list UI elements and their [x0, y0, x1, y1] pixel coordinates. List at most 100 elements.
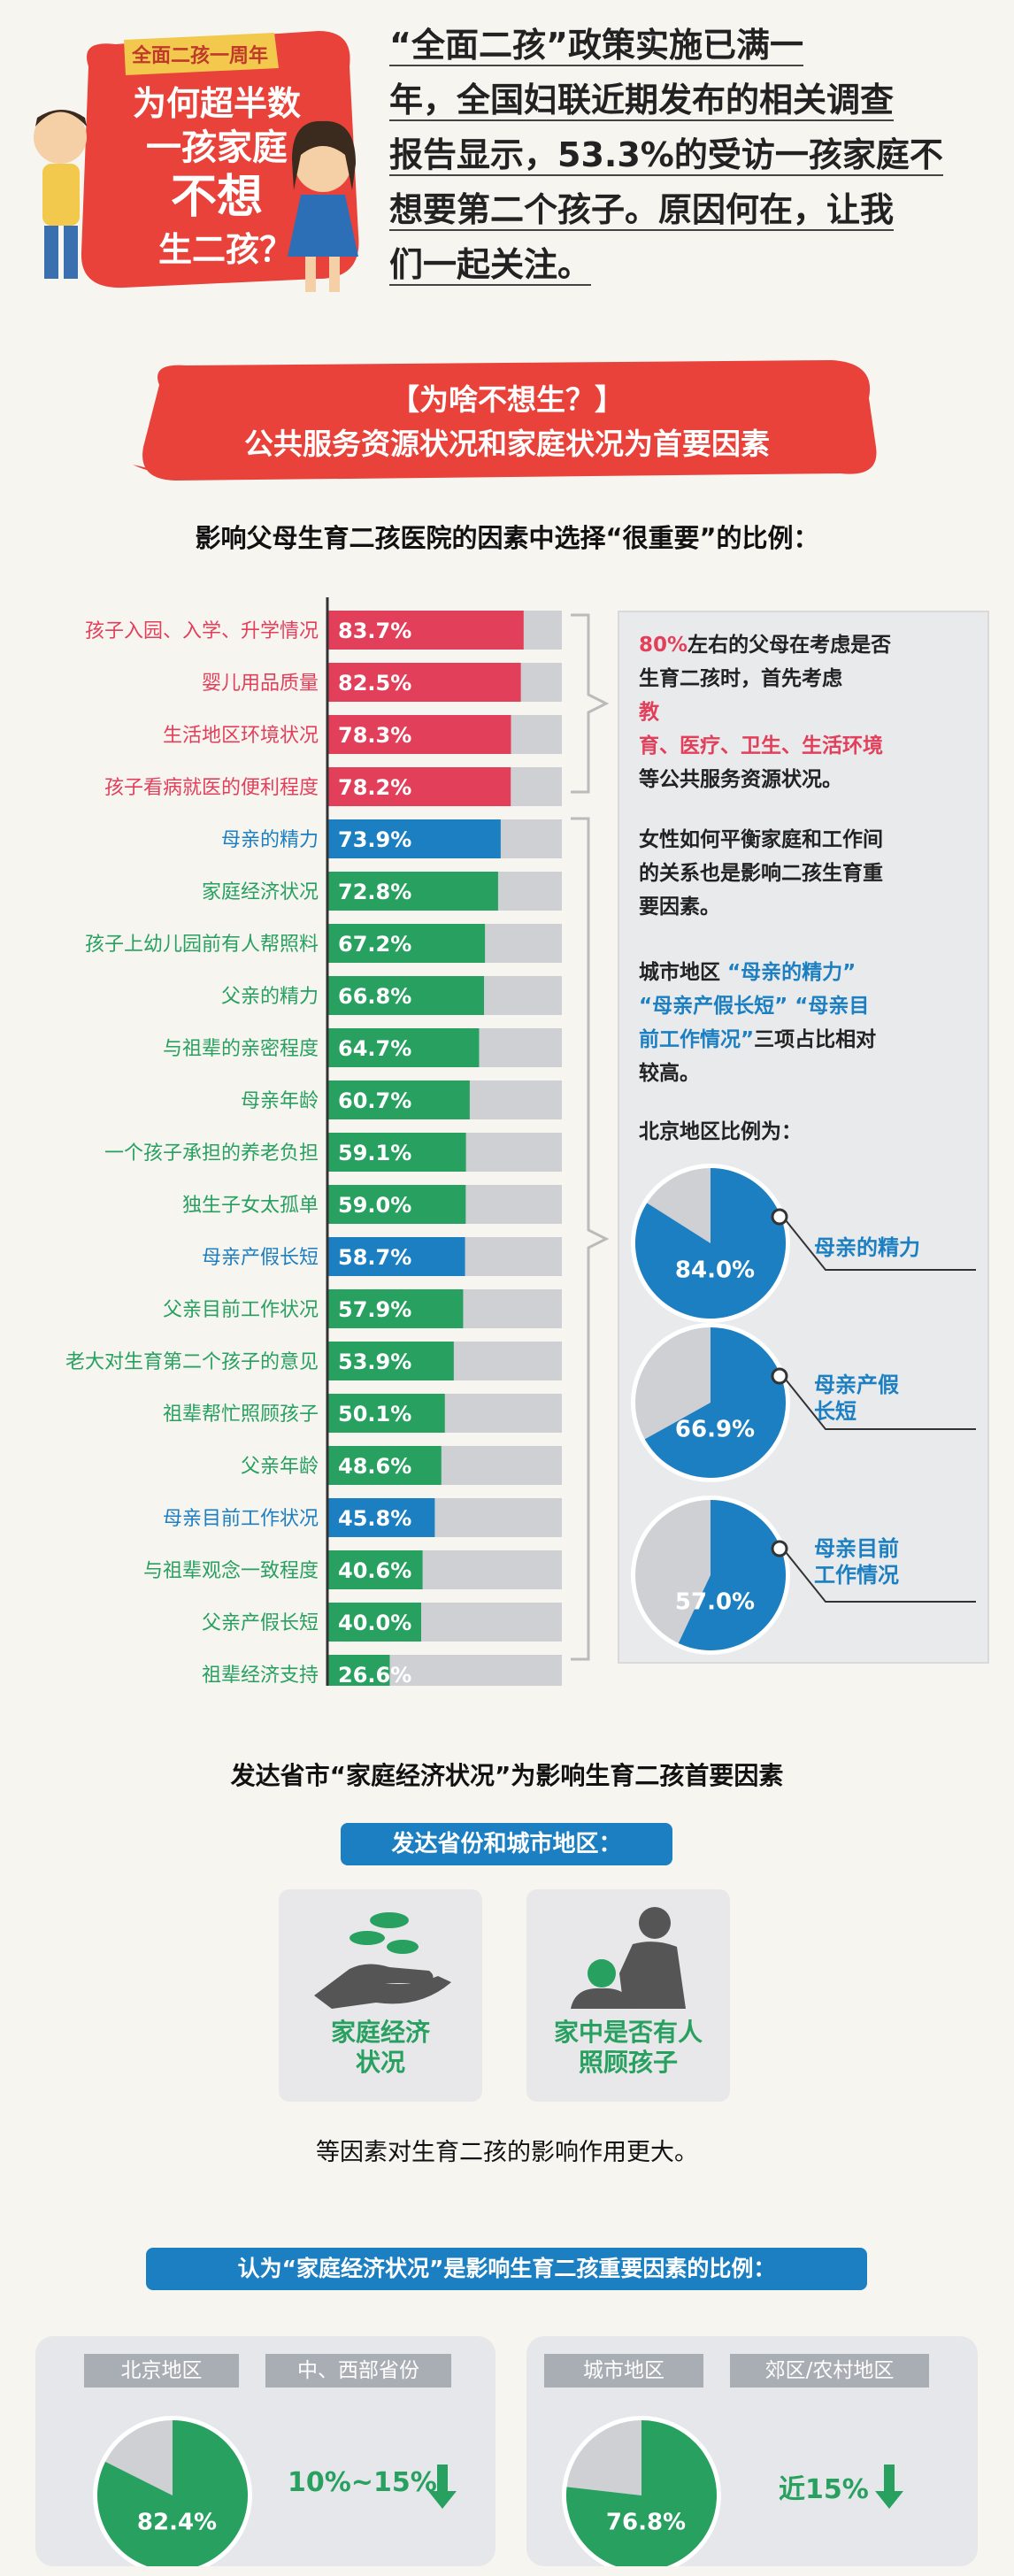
category-label: 老大对生育第二个孩子的意见 [65, 1351, 319, 1373]
bar [327, 767, 511, 806]
tab-central-west: 中、西部省份 [265, 2354, 451, 2388]
bar [327, 1185, 466, 1224]
bar-value-label: 64.7% [338, 1036, 411, 1061]
pie-1-label: 母亲的精力 [814, 1235, 920, 1260]
pie-slice [678, 1500, 786, 1650]
category-label: 父亲目前工作状况 [163, 1299, 319, 1321]
tab-urban: 城市地区 [544, 2354, 703, 2388]
category-label: 独生子女太孤单 [182, 1195, 319, 1217]
bar-value-label: 57.9% [338, 1297, 411, 1322]
bar-value-label: 59.0% [338, 1193, 411, 1218]
brace-red [571, 613, 610, 794]
bar [327, 1550, 423, 1589]
header-logo: 全面二孩一周年 为何超半数 一孩家庭 不想 生二孩？ [34, 31, 359, 292]
logo-line-4: 生二孩？ [158, 230, 293, 269]
bar [327, 611, 524, 650]
section2-title: 发达省市“家庭经济状况”为影响生育二孩首要因素 [230, 1761, 784, 1790]
economy-pie-charts: 82.4% 76.8% [93, 2416, 721, 2566]
bar-value-label: 26.6% [338, 1663, 411, 1686]
category-label: 母亲年龄 [241, 1090, 319, 1112]
beijing-pie-3: 57.0% [631, 1496, 790, 1655]
bar [327, 1133, 466, 1172]
bar [327, 1603, 421, 1642]
pie-value-label: 66.9% [675, 1416, 755, 1442]
category-label: 父亲年龄 [241, 1456, 319, 1478]
logo-line-2: 一孩家庭 [146, 127, 288, 168]
bar-value-label: 72.8% [338, 880, 411, 904]
highlight-80-percent: 80% [639, 634, 688, 657]
pie-value-label: 84.0% [675, 1257, 755, 1283]
beijing-pie-2: 66.9% [631, 1323, 790, 1482]
bar-value-label: 67.2% [338, 932, 411, 957]
banner-shape [133, 360, 877, 481]
factor-bar-chart: 83.7% 孩子入园、入学、升学情况 82.5% 婴儿用品质量 78.3% 生活地区环境状… [65, 597, 562, 1686]
pie-value-label: 76.8% [606, 2509, 686, 2535]
beijing-pie-1: 84.0% [631, 1164, 790, 1323]
urban-economy-pie: 76.8% [562, 2416, 721, 2566]
bar [327, 819, 501, 858]
pointer-line [785, 1551, 976, 1603]
bar-value-label: 59.1% [338, 1141, 411, 1165]
intro-line-2: 年，全国妇联近期发布的相关调查 [389, 81, 895, 121]
beijing-pie-charts: 84.0% 66.9% 57.0% [631, 1164, 976, 1655]
bar-value-label: 58.7% [338, 1245, 411, 1270]
diff-right-text: 近15% [779, 2474, 869, 2505]
bar-value-label: 53.9% [338, 1350, 411, 1374]
bar-value-label: 60.7% [338, 1088, 411, 1113]
bar [327, 1289, 464, 1328]
pointer-dot [771, 1540, 788, 1557]
bar [327, 924, 486, 963]
category-label: 婴儿用品质量 [202, 673, 319, 695]
economy-icon-label: 家庭经济 状况 [330, 2018, 430, 2077]
category-label: 与祖辈的亲密程度 [163, 1038, 319, 1060]
pointer-line [785, 1379, 976, 1430]
logo-ribbon-text: 全面二孩一周年 [131, 44, 268, 67]
tab-beijing: 北京地区 [84, 2354, 239, 2388]
beijing-economy-pie: 82.4% [93, 2416, 252, 2566]
bar [327, 715, 511, 754]
intro-line-5: 们一起关注。 [389, 245, 592, 286]
intro-line-4: 想要第二个孩子。原因何在，让我 [389, 190, 895, 231]
category-label: 祖辈帮忙照顾孩子 [163, 1403, 319, 1426]
pie-slice [97, 2420, 248, 2566]
brace-blue [571, 817, 610, 1661]
category-label: 母亲的精力 [221, 829, 319, 851]
bar [327, 1342, 454, 1380]
bar-value-label: 66.8% [338, 984, 411, 1009]
category-label: 家庭经济状况 [202, 881, 319, 904]
category-label: 母亲产假长短 [202, 1247, 319, 1269]
bar [327, 1446, 442, 1485]
pie-slice [644, 1327, 786, 1478]
coins-hand-icon [314, 1912, 451, 2009]
bar-value-label: 83.7% [338, 619, 411, 643]
bar-value-label: 45.8% [338, 1506, 411, 1531]
section1-title: 影响父母生育二孩医院的因素中选择“很重要”的比例： [195, 523, 819, 553]
banner-line-2: 公共服务资源状况和家庭状况为首要因素 [244, 427, 770, 461]
category-label: 祖辈经济支持 [202, 1665, 319, 1686]
bar [327, 1237, 465, 1276]
bar [327, 1498, 435, 1537]
bar-value-label: 48.6% [338, 1454, 411, 1479]
intro-line-3: 报告显示，53.3%的受访一孩家庭不 [389, 135, 943, 176]
bar [327, 1394, 445, 1433]
bar-value-label: 40.0% [338, 1611, 411, 1635]
category-label: 生活地区环境状况 [163, 725, 319, 747]
diff-left-text: 10%~15% [288, 2467, 437, 2498]
category-label: 母亲目前工作状况 [163, 1508, 319, 1530]
down-arrow-icon [428, 2465, 457, 2509]
intro-line-1: “全面二孩”政策实施已满一 [389, 26, 803, 66]
boy-illustration [34, 110, 87, 279]
bar-value-label: 50.1% [338, 1402, 411, 1426]
bar-value-label: 78.2% [338, 775, 411, 800]
pointer-dot [771, 1367, 788, 1385]
pie-slice [566, 2420, 717, 2566]
section2-note: 等因素对生育二孩的影响作用更大。 [316, 2139, 698, 2166]
section-banner: 【为啥不想生？】 公共服务资源状况和家庭状况为首要因素 [133, 358, 881, 482]
banner-line-1: 【为啥不想生？】 [390, 382, 624, 417]
pie-3-label: 母亲目前 工作情况 [814, 1536, 899, 1588]
pie-value-label: 57.0% [675, 1588, 755, 1615]
panel-paragraph-3: 城市地区 “母亲的精力” “母亲产假长短” “母亲目 前工作情况”三项占比相对 … [639, 961, 877, 1085]
logo-line-3: 不想 [171, 171, 263, 224]
bar-value-label: 82.5% [338, 671, 411, 696]
bar [327, 1080, 470, 1119]
